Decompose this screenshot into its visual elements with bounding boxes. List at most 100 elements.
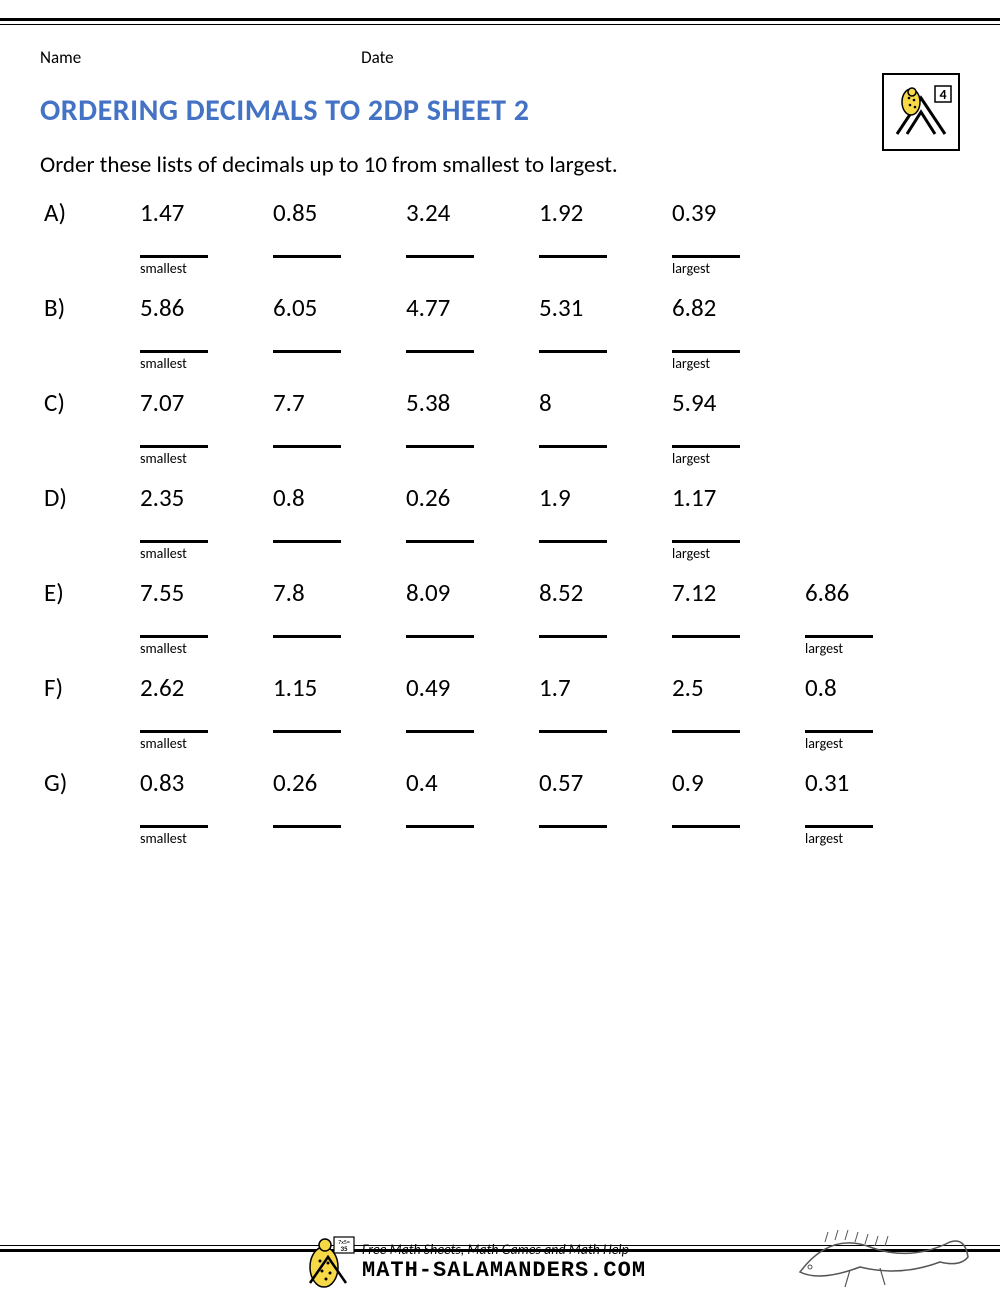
blank-line [539, 523, 607, 543]
blank-label [406, 450, 539, 468]
blank-label [539, 355, 672, 373]
blank-line [140, 333, 208, 353]
blank-line [406, 713, 474, 733]
blank-line [406, 238, 474, 258]
blank-line [805, 808, 873, 828]
answer-blank [273, 428, 406, 468]
salamander-logo-icon: 7x5= 35 [300, 1227, 356, 1297]
decimal-value: 7.8 [273, 577, 406, 608]
decimal-value: 6.86 [805, 577, 938, 608]
decimal-value: 2.62 [140, 672, 273, 703]
answer-blank [539, 808, 672, 848]
blank-line [539, 333, 607, 353]
problem-row: G)0.830.260.40.570.90.31smallest largest [40, 767, 960, 848]
blank-label [406, 735, 539, 753]
blank-label: smallest [140, 260, 273, 278]
answer-blank: largest [805, 808, 938, 848]
answer-blank [406, 618, 539, 658]
decimal-value: 6.05 [273, 292, 406, 323]
blank-label: largest [672, 545, 805, 563]
blank-label: largest [805, 640, 938, 658]
decimal-value: 1.47 [140, 197, 273, 228]
blank-line [406, 428, 474, 448]
decimal-value: 0.8 [805, 672, 938, 703]
answer-blank [672, 618, 805, 658]
decimal-value: 1.92 [539, 197, 672, 228]
problem-row: C)7.077.75.3885.94smallest largest [40, 387, 960, 468]
blank-label [406, 640, 539, 658]
blank-line [140, 618, 208, 638]
decimal-value: 0.85 [273, 197, 406, 228]
decimal-value: 1.7 [539, 672, 672, 703]
blank-label [672, 830, 805, 848]
blank-line [273, 238, 341, 258]
problem-letter: D) [40, 482, 140, 513]
blank-label [672, 640, 805, 658]
blank-line [273, 713, 341, 733]
blank-line [539, 808, 607, 828]
footer: 7x5= 35 Free Math Sheets, Math Games and… [0, 1212, 1000, 1312]
answer-blank [539, 713, 672, 753]
blank-label [273, 545, 406, 563]
decimal-value: 0.83 [140, 767, 273, 798]
decimal-value: 7.7 [273, 387, 406, 418]
decimal-value: 0.9 [672, 767, 805, 798]
decimal-value: 6.82 [672, 292, 805, 323]
blank-label [406, 355, 539, 373]
name-label: Name [40, 47, 81, 68]
answer-blank [406, 808, 539, 848]
grade-badge: 4 [882, 73, 960, 151]
blank-line [805, 618, 873, 638]
answer-blank [539, 428, 672, 468]
answer-blank [406, 713, 539, 753]
blank-label [273, 355, 406, 373]
problem-row: A)1.470.853.241.920.39smallest largest [40, 197, 960, 278]
decimal-value: 8.52 [539, 577, 672, 608]
salamander-outline-icon [790, 1212, 970, 1302]
blank-line [273, 618, 341, 638]
answer-blank: largest [672, 238, 805, 278]
decimal-value: 8 [539, 387, 672, 418]
blank-label: largest [672, 260, 805, 278]
decimal-value: 1.15 [273, 672, 406, 703]
decimal-value: 2.5 [672, 672, 805, 703]
blank-line [539, 428, 607, 448]
answer-blank [672, 713, 805, 753]
problem-letter: B) [40, 292, 140, 323]
decimal-value: 2.35 [140, 482, 273, 513]
answer-blank [406, 428, 539, 468]
blank-line [140, 523, 208, 543]
problem-row: D)2.350.80.261.91.17smallest largest [40, 482, 960, 563]
blank-line [140, 713, 208, 733]
blank-label: largest [805, 830, 938, 848]
answer-blank [539, 333, 672, 373]
answer-blank: largest [805, 713, 938, 753]
decimal-value: 0.39 [672, 197, 805, 228]
answer-blank [406, 523, 539, 563]
blank-label: smallest [140, 640, 273, 658]
instructions-text: Order these lists of decimals up to 10 f… [40, 151, 960, 179]
answer-blank: smallest [140, 428, 273, 468]
blank-line [140, 238, 208, 258]
blank-line [140, 808, 208, 828]
blank-label [273, 260, 406, 278]
answer-blank: smallest [140, 713, 273, 753]
decimal-value: 0.26 [406, 482, 539, 513]
blank-line [672, 238, 740, 258]
decimal-value: 0.4 [406, 767, 539, 798]
worksheet-title: ORDERING DECIMALS TO 2DP SHEET 2 [40, 92, 960, 129]
decimal-value: 7.07 [140, 387, 273, 418]
blank-line [805, 713, 873, 733]
decimal-value: 0.8 [273, 482, 406, 513]
problem-letter: G) [40, 767, 140, 798]
decimal-value: 0.31 [805, 767, 938, 798]
decimal-value: 1.9 [539, 482, 672, 513]
footer-tagline: Free Math Sheets, Math Games and Math He… [362, 1241, 646, 1258]
blank-label [273, 735, 406, 753]
answer-blank: smallest [140, 808, 273, 848]
blank-label: smallest [140, 450, 273, 468]
blank-label [539, 830, 672, 848]
blank-line [672, 333, 740, 353]
blank-line [672, 428, 740, 448]
decimal-value: 5.86 [140, 292, 273, 323]
